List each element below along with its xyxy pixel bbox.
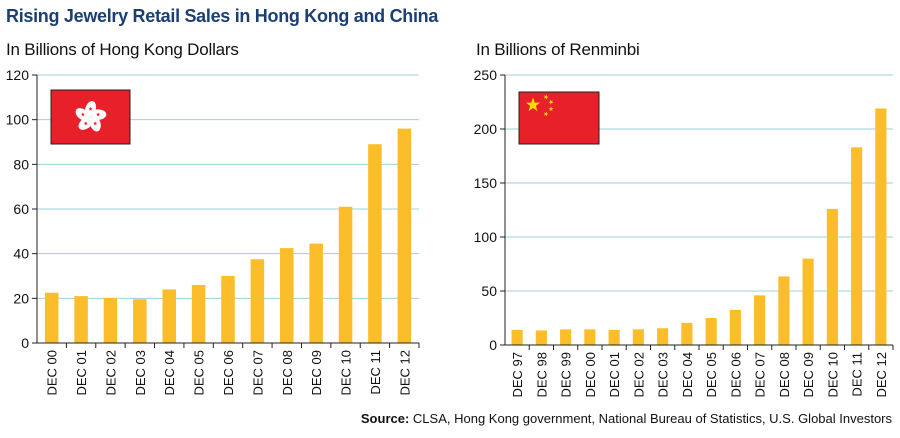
hk-y-tick-label: 80: [13, 156, 29, 172]
cn-x-tick-label: DEC 04: [680, 352, 695, 398]
cn-bar: [584, 329, 596, 345]
hk-x-tick-label: DEC 01: [74, 350, 89, 396]
cn-y-tick-label: 200: [474, 121, 498, 137]
hk-x-tick-label: DEC 02: [103, 350, 118, 396]
cn-y-tick-label: 150: [474, 175, 498, 191]
hk-x-tick-label: DEC 06: [221, 350, 236, 396]
cn-bar: [754, 295, 766, 345]
cn-bar: [729, 309, 741, 345]
petal-star: [93, 121, 98, 126]
source-note: Source: CLSA, Hong Kong government, Nati…: [361, 411, 892, 426]
cn-bar: [657, 328, 669, 345]
cn-x-tick-label: DEC 11: [850, 352, 865, 397]
page-title: Rising Jewelry Retail Sales in Hong Kong…: [6, 6, 439, 26]
cn-y-tick-label: 0: [489, 337, 497, 353]
cn-x-tick-label: DEC 10: [825, 352, 840, 398]
hk-bar: [162, 289, 176, 343]
hk-y-tick-label: 100: [6, 112, 30, 128]
cn-x-tick-label: DEC 03: [656, 352, 671, 398]
hk-bar: [309, 243, 323, 343]
hk-x-tick-label: DEC 08: [280, 350, 295, 396]
hk-x-tick-label: DEC 12: [397, 350, 412, 396]
hk-bar: [221, 276, 235, 343]
cn-bar: [705, 318, 717, 345]
petal-star: [96, 112, 101, 117]
cn-x-tick-label: DEC 97: [510, 352, 525, 398]
hk-y-tick-label: 20: [13, 290, 29, 306]
small-star: [543, 94, 549, 100]
cn-x-tick-label: DEC 01: [607, 352, 622, 398]
hk-bar: [368, 144, 382, 343]
cn-bar: [778, 276, 790, 345]
flag-field: [50, 89, 131, 145]
left-chart-title: In Billions of Hong Kong Dollars: [6, 40, 239, 59]
petal-star: [80, 112, 85, 117]
cn-bar: [851, 147, 863, 345]
source-text: CLSA, Hong Kong government, National Bur…: [412, 411, 892, 426]
hk-x-tick-label: DEC 00: [45, 350, 60, 396]
cn-x-tick-label: DEC 09: [801, 352, 816, 398]
hk-bar: [250, 259, 265, 343]
cn-x-tick-label: DEC 99: [559, 352, 574, 398]
hk-y-tick-label: 0: [21, 335, 29, 351]
hk-bar: [338, 206, 353, 343]
source-label: Source:: [360, 411, 410, 426]
cn-x-tick-label: DEC 06: [728, 352, 743, 398]
hk-x-tick-label: DEC 03: [133, 350, 148, 396]
china-flag-icon: [518, 91, 600, 145]
hk-bar: [280, 248, 294, 343]
cn-x-tick-label: DEC 02: [631, 352, 646, 398]
small-star: [548, 99, 554, 105]
hk-x-tick-label: DEC 11: [368, 350, 383, 395]
cn-x-tick-label: DEC 07: [753, 352, 768, 398]
flag-field: [518, 91, 600, 145]
hk-y-tick-label: 60: [13, 201, 29, 217]
cn-bar: [826, 208, 838, 345]
cn-bar: [681, 322, 693, 345]
cn-x-tick-label: DEC 08: [777, 352, 792, 398]
cn-bar: [535, 330, 547, 345]
cn-bar: [875, 108, 887, 345]
small-star: [548, 106, 554, 112]
hk-y-tick-label: 40: [13, 246, 29, 262]
cn-bar: [511, 329, 523, 345]
big-star: [525, 97, 541, 112]
hk-bar: [103, 297, 118, 343]
hk-x-tick-label: DEC 09: [309, 350, 324, 396]
hk-x-tick-label: DEC 07: [250, 350, 265, 396]
hk-y-tick-label: 120: [6, 67, 30, 83]
petal-star: [83, 121, 88, 126]
hong-kong-flag-icon: [50, 89, 131, 145]
cn-bar: [560, 329, 572, 345]
cn-bar: [608, 329, 620, 345]
hk-x-tick-label: DEC 05: [192, 350, 207, 396]
cn-y-tick-label: 250: [474, 67, 498, 83]
small-star: [543, 111, 549, 117]
right-chart-title: In Billions of Renminbi: [476, 40, 640, 59]
hk-x-tick-label: DEC 10: [339, 350, 354, 396]
cn-x-tick-label: DEC 12: [874, 352, 889, 398]
hk-bar: [74, 296, 88, 343]
hk-bar: [191, 284, 206, 343]
cn-bar: [632, 329, 644, 345]
cn-x-tick-label: DEC 98: [534, 352, 549, 398]
petal-star: [88, 106, 93, 111]
cn-x-tick-label: DEC 00: [583, 352, 598, 398]
hk-x-tick-label: DEC 04: [162, 350, 177, 396]
cn-y-tick-label: 100: [474, 229, 498, 245]
hk-bar: [397, 128, 412, 343]
hk-bar: [44, 292, 59, 343]
hk-bar: [133, 299, 147, 343]
cn-x-tick-label: DEC 05: [704, 352, 719, 398]
cn-y-tick-label: 50: [481, 283, 497, 299]
cn-bar: [802, 258, 814, 345]
